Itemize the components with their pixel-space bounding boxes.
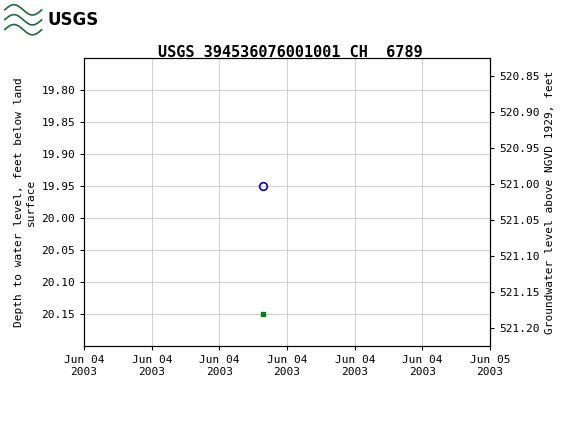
Text: USGS: USGS <box>48 11 99 29</box>
Text: USGS 394536076001001 CH  6789: USGS 394536076001001 CH 6789 <box>158 45 422 60</box>
Bar <box>3 3 93 37</box>
Y-axis label: Depth to water level, feet below land
surface: Depth to water level, feet below land su… <box>14 77 36 327</box>
Y-axis label: Groundwater level above NGVD 1929, feet: Groundwater level above NGVD 1929, feet <box>545 71 555 334</box>
